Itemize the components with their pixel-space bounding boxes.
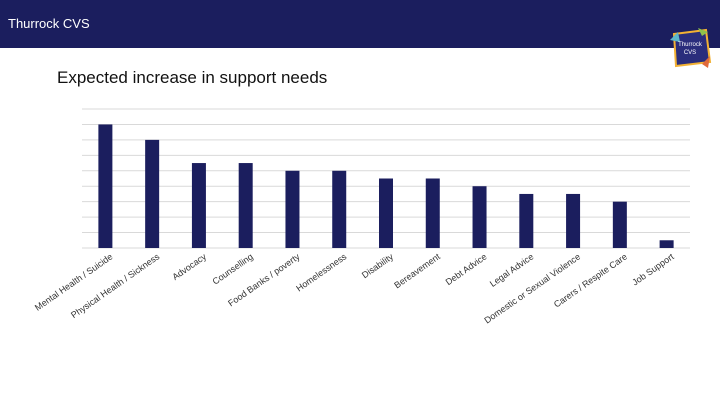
- org-title: Thurrock CVS: [8, 16, 90, 31]
- bar: [519, 193, 534, 248]
- bar: [238, 163, 253, 248]
- category-label: Job Support: [630, 251, 676, 287]
- bars: [98, 124, 674, 248]
- bar: [659, 240, 674, 248]
- svg-text:Thurrock: Thurrock: [678, 42, 703, 48]
- chart-title: Expected increase in support needs: [57, 68, 328, 87]
- category-label: Advocacy: [170, 251, 208, 282]
- bar: [332, 170, 347, 248]
- bar: [285, 170, 300, 248]
- bar: [98, 124, 113, 248]
- category-label: Mental Health / Suicide: [33, 251, 115, 312]
- header-bar: [0, 0, 720, 48]
- category-label: Homelessness: [294, 251, 348, 293]
- category-label: Debt Advice: [444, 251, 489, 287]
- category-label: Physical Health / Sickness: [69, 251, 162, 320]
- category-label: Counselling: [211, 251, 255, 286]
- bar: [191, 163, 206, 248]
- bar: [472, 186, 487, 248]
- bar: [612, 201, 627, 248]
- svg-text:CVS: CVS: [684, 50, 696, 56]
- category-label: Disability: [360, 251, 396, 280]
- category-label: Domestic or Sexual Violence: [482, 251, 582, 325]
- thurrock-cvs-logo: Thurrock CVS: [670, 28, 712, 68]
- bar: [566, 193, 581, 248]
- category-label: Legal Advice: [488, 251, 536, 288]
- category-label: Bereavement: [392, 251, 442, 290]
- bar: [425, 178, 440, 248]
- bar: [145, 139, 160, 248]
- bar: [379, 178, 393, 248]
